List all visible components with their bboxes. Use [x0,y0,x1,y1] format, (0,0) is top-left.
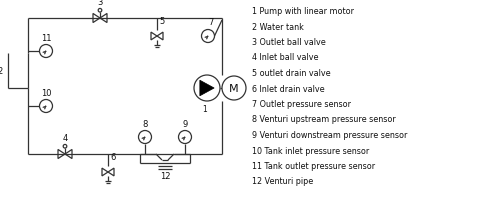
Text: 3: 3 [98,0,102,7]
Circle shape [40,45,52,58]
Text: 4: 4 [62,133,68,142]
Text: 11 Tank outlet pressure sensor: 11 Tank outlet pressure sensor [252,161,375,170]
Text: 12: 12 [160,171,170,180]
Text: 6 Inlet drain valve: 6 Inlet drain valve [252,84,324,93]
Text: M: M [229,84,239,94]
Polygon shape [200,81,214,96]
Text: 5: 5 [159,17,164,26]
Text: 6: 6 [110,152,116,161]
Circle shape [202,30,214,43]
Text: 4 Inlet ball valve: 4 Inlet ball valve [252,53,318,62]
Text: 5 outlet drain valve: 5 outlet drain valve [252,69,330,78]
Circle shape [194,76,220,102]
Circle shape [40,100,52,113]
Text: 8: 8 [142,119,148,128]
Text: 12 Venturi pipe: 12 Venturi pipe [252,177,313,186]
Text: 8 Venturi upstream pressure sensor: 8 Venturi upstream pressure sensor [252,115,396,124]
Text: 7: 7 [208,18,214,27]
Text: 9: 9 [182,119,188,128]
Text: 11: 11 [41,34,51,43]
Text: 10 Tank inlet pressure sensor: 10 Tank inlet pressure sensor [252,146,369,155]
Text: 9 Venturi downstream pressure sensor: 9 Venturi downstream pressure sensor [252,130,408,139]
Circle shape [222,77,246,101]
Text: 7 Outlet pressure sensor: 7 Outlet pressure sensor [252,99,351,109]
Text: 1: 1 [202,104,207,114]
Text: 3 Outlet ball valve: 3 Outlet ball valve [252,38,326,47]
Text: 1 Pump with linear motor: 1 Pump with linear motor [252,7,354,16]
Circle shape [138,131,151,144]
Circle shape [178,131,192,144]
Text: 10: 10 [41,89,51,97]
Text: 2 Water tank: 2 Water tank [252,22,304,31]
Text: 2: 2 [0,67,3,76]
